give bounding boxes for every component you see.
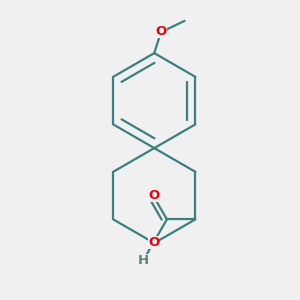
Text: H: H: [138, 254, 149, 267]
Text: O: O: [148, 189, 159, 202]
Text: O: O: [148, 236, 159, 249]
Text: O: O: [155, 25, 167, 38]
